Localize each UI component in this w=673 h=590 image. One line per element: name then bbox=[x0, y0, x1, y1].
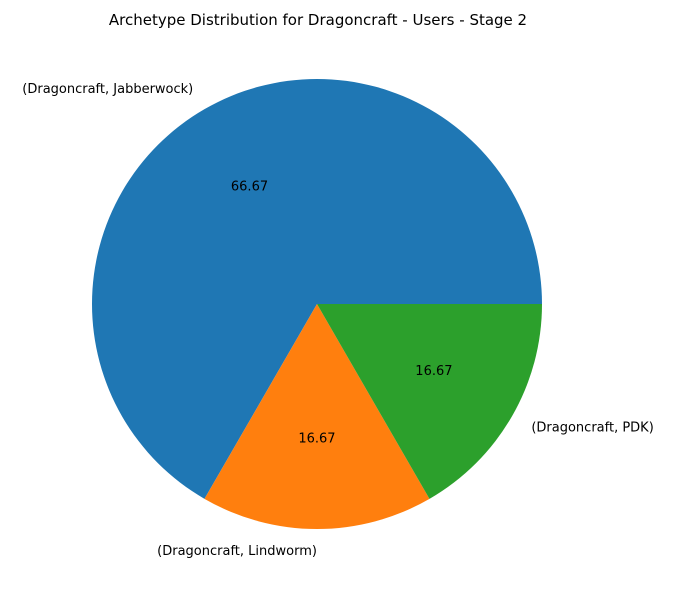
pie-labels: (Dragoncraft, Jabberwock) 66.67 (Dragoncra… bbox=[22, 82, 654, 559]
slice-category-label: (Dragoncraft, PDK) bbox=[531, 420, 653, 435]
pie-slice bbox=[204, 304, 430, 530]
pie-slice bbox=[92, 78, 542, 499]
pie-slice bbox=[317, 304, 542, 499]
chart-title: Archetype Distribution for Dragoncraft -… bbox=[109, 11, 527, 29]
slice-value-label: 16.67 bbox=[415, 364, 452, 379]
slice-value-label: 16.67 bbox=[298, 432, 335, 447]
slice-category-label: (Dragoncraft, Lindworm) bbox=[157, 544, 317, 559]
pie-slices bbox=[92, 78, 542, 530]
slice-category-label: (Dragoncraft, Jabberwock) bbox=[22, 82, 193, 97]
slice-value-label: 66.67 bbox=[231, 180, 268, 195]
